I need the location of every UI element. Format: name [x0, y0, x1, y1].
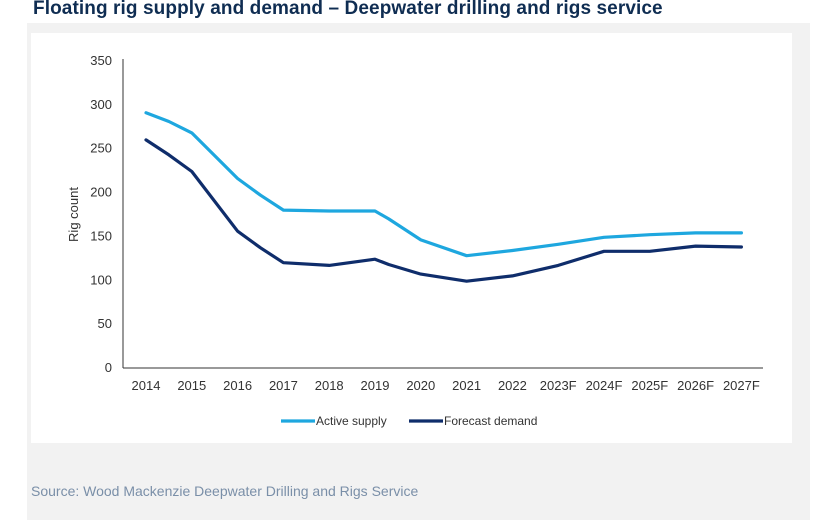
x-tick-label: 2019: [361, 378, 390, 393]
x-tick-label: 2018: [315, 378, 344, 393]
x-tick-label: 2024F: [586, 378, 623, 393]
chart-title: Floating rig supply and demand – Deepwat…: [33, 0, 663, 19]
x-tick-label: 2016: [223, 378, 252, 393]
x-tick-label: 2022: [498, 378, 527, 393]
y-tick-label: 200: [90, 185, 112, 200]
x-tick-label: 2015: [177, 378, 206, 393]
series-line-forecast-demand: [144, 138, 744, 283]
x-tick-label: 2023F: [540, 378, 577, 393]
legend-label: Forecast demand: [444, 414, 537, 428]
y-tick-label: 150: [90, 228, 112, 243]
x-tick-label: 2017: [269, 378, 298, 393]
y-tick-label: 50: [98, 316, 112, 331]
series-line-active-supply: [144, 111, 744, 258]
x-tick-label: 2014: [132, 378, 161, 393]
x-tick-label: 2020: [406, 378, 435, 393]
source-note: Source: Wood Mackenzie Deepwater Drillin…: [31, 483, 419, 499]
x-tick-label: 2027F: [723, 378, 760, 393]
y-tick-label: 0: [105, 360, 112, 375]
y-tick-label: 250: [90, 141, 112, 156]
y-tick-label: 100: [90, 272, 112, 287]
legend-label: Active supply: [316, 414, 387, 428]
x-tick-label: 2021: [452, 378, 481, 393]
y-tick-label: 300: [90, 97, 112, 112]
x-tick-label: 2026F: [677, 378, 714, 393]
y-tick-label: 350: [90, 53, 112, 68]
plot-card: 0 50 100 150 200 250 300 350 2014 2015 2016 2017 201…: [31, 33, 792, 443]
y-axis-title: Rig count: [66, 187, 81, 242]
line-chart: 0 50 100 150 200 250 300 350 2014 2015 2016 2017 201…: [66, 53, 763, 428]
x-tick-label: 2025F: [631, 378, 668, 393]
